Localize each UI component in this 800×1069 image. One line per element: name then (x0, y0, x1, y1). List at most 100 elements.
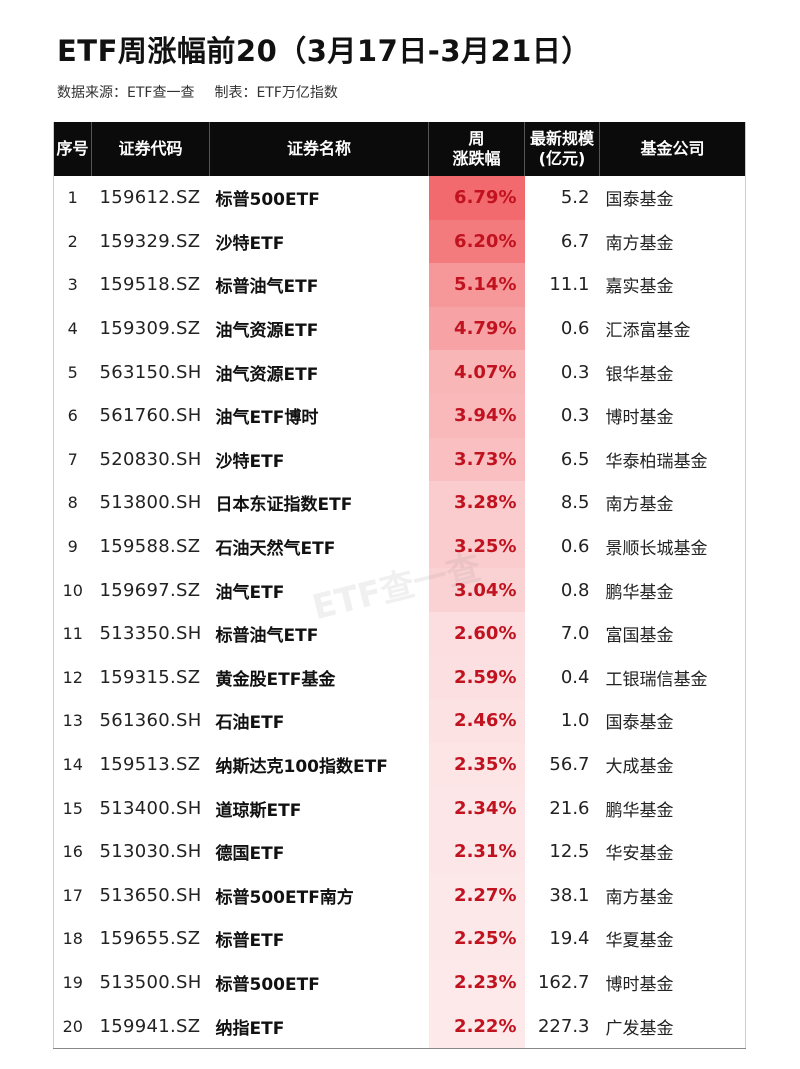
table-row: 5 563150.SH 油气资源ETF 4.07% 0.3 银华基金 (54, 350, 746, 394)
cell-index: 11 (62, 624, 83, 644)
cell-change: 2.23% (428, 960, 525, 1005)
cell-code: 513030.SH (99, 841, 202, 863)
cell-code: 513400.SH (99, 797, 202, 819)
cell-size: 38.1 (549, 884, 590, 906)
cell-index: 2 (67, 231, 78, 251)
cell-size: 21.6 (549, 797, 590, 819)
cell-name: 标普500ETF南方 (215, 887, 354, 908)
cell-fund: 广发基金 (605, 1018, 674, 1039)
table-row: 2 159329.SZ 沙特ETF 6.20% 6.7 南方基金 (54, 219, 746, 264)
cell-change: 3.73% (428, 437, 525, 482)
cell-name: 标普500ETF (215, 190, 320, 211)
cell-index: 19 (62, 972, 83, 992)
cell-index: 17 (62, 885, 83, 905)
cell-fund: 富国基金 (605, 626, 674, 647)
cell-name: 日本东证指数ETF (215, 495, 353, 516)
cell-name: 沙特ETF (215, 233, 285, 254)
table-header-row: 序号 证券代码 证券名称 周 涨跌幅 最新规模 (亿元) 基金公司 (53, 122, 746, 176)
etf-ranking-table: 序号 证券代码 证券名称 周 涨跌幅 最新规模 (亿元) 基金公司 1 15961… (53, 122, 746, 1049)
cell-fund: 南方基金 (605, 495, 674, 516)
cell-index: 7 (67, 449, 78, 469)
cell-fund: 博时基金 (605, 408, 674, 429)
table-row: 17 513650.SH 标普500ETF南方 2.27% 38.1 南方基金 (54, 873, 746, 918)
cell-change: 4.07% (428, 350, 525, 394)
cell-size: 0.4 (560, 666, 590, 688)
table-row: 19 513500.SH 标普500ETF 2.23% 162.7 博时基金 (54, 960, 746, 1005)
cell-size: 6.5 (560, 448, 590, 470)
cell-code: 563150.SH (99, 361, 202, 383)
cell-code: 159655.SZ (99, 928, 201, 950)
data-source: 数据来源：ETF查一查 (57, 85, 195, 101)
cell-code: 513800.SH (99, 492, 202, 514)
cell-name: 标普500ETF (215, 974, 320, 995)
page-title: ETF周涨幅前20（3月17日-3月21日） (57, 34, 591, 68)
cell-name: 石油天然气ETF (215, 539, 336, 560)
header-change: 周 涨跌幅 (428, 122, 525, 176)
table-row: 3 159518.SZ 标普油气ETF 5.14% 11.1 嘉实基金 (54, 263, 746, 307)
table-row: 11 513350.SH 标普油气ETF 2.60% 7.0 富国基金 (54, 611, 746, 656)
cell-code: 159315.SZ (99, 666, 201, 688)
cell-change: 6.79% (428, 176, 525, 220)
cell-size: 162.7 (537, 971, 590, 993)
cell-name: 油气资源ETF (215, 364, 319, 385)
cell-fund: 国泰基金 (605, 190, 674, 211)
cell-name: 纳指ETF (215, 1018, 285, 1039)
cell-code: 159697.SZ (99, 579, 201, 601)
header-size-line2: (亿元) (538, 149, 586, 168)
cell-size: 6.7 (560, 230, 590, 252)
cell-code: 159588.SZ (99, 536, 201, 558)
cell-change: 6.20% (428, 219, 525, 264)
cell-fund: 银华基金 (605, 364, 674, 385)
cell-change: 2.34% (428, 786, 525, 830)
cell-fund: 景顺长城基金 (605, 539, 708, 560)
cell-index: 5 (67, 362, 78, 382)
cell-name: 油气资源ETF (215, 321, 319, 342)
cell-size: 56.7 (549, 754, 590, 776)
cell-change: 2.25% (428, 917, 525, 961)
cell-code: 513650.SH (99, 884, 202, 906)
cell-fund: 鹏华基金 (605, 582, 674, 603)
table-row: 10 159697.SZ 油气ETF 3.04% 0.8 鹏华基金 (54, 568, 746, 612)
cell-change: 4.79% (428, 306, 525, 351)
cell-name: 德国ETF (215, 844, 285, 865)
cell-name: 油气ETF (215, 582, 285, 603)
cell-change: 2.35% (428, 742, 525, 787)
cell-size: 227.3 (537, 1015, 590, 1037)
cell-code: 159309.SZ (99, 318, 201, 340)
cell-fund: 华泰柏瑞基金 (605, 451, 708, 472)
table-row: 18 159655.SZ 标普ETF 2.25% 19.4 华夏基金 (54, 917, 746, 961)
cell-name: 沙特ETF (215, 451, 285, 472)
cell-code: 159329.SZ (99, 230, 201, 252)
cell-fund: 大成基金 (605, 757, 674, 778)
cell-size: 12.5 (549, 841, 590, 863)
cell-change: 5.14% (428, 263, 525, 307)
cell-name: 标普油气ETF (215, 277, 319, 298)
header-index: 序号 (53, 122, 92, 176)
cell-fund: 嘉实基金 (605, 277, 674, 298)
cell-size: 7.0 (560, 623, 590, 645)
table-row: 4 159309.SZ 油气资源ETF 4.79% 0.6 汇添富基金 (54, 306, 746, 351)
cell-fund: 南方基金 (605, 233, 674, 254)
cell-code: 159612.SZ (99, 187, 201, 209)
cell-size: 1.0 (560, 710, 590, 732)
cell-change: 2.31% (428, 829, 525, 874)
header-change-line1: 周 (468, 129, 485, 148)
cell-code: 159941.SZ (99, 1015, 201, 1037)
cell-code: 561760.SH (99, 405, 202, 427)
cell-change: 2.27% (428, 873, 525, 918)
table-row: 9 159588.SZ 石油天然气ETF 3.25% 0.6 景顺长城基金 (54, 524, 746, 569)
cell-index: 3 (67, 275, 78, 295)
cell-size: 19.4 (549, 928, 590, 950)
cell-index: 18 (62, 929, 83, 949)
cell-fund: 国泰基金 (605, 713, 674, 734)
cell-index: 6 (67, 406, 78, 426)
cell-size: 0.6 (560, 318, 590, 340)
cell-name: 纳斯达克100指数ETF (215, 757, 388, 778)
cell-index: 20 (62, 1016, 83, 1036)
table-row: 1 159612.SZ 标普500ETF 6.79% 5.2 国泰基金 (54, 176, 746, 220)
cell-code: 520830.SH (99, 448, 202, 470)
header-name: 证券名称 (209, 122, 429, 176)
cell-index: 14 (62, 755, 83, 775)
cell-change: 2.59% (428, 655, 525, 700)
table-row: 7 520830.SH 沙特ETF 3.73% 6.5 华泰柏瑞基金 (54, 437, 746, 482)
